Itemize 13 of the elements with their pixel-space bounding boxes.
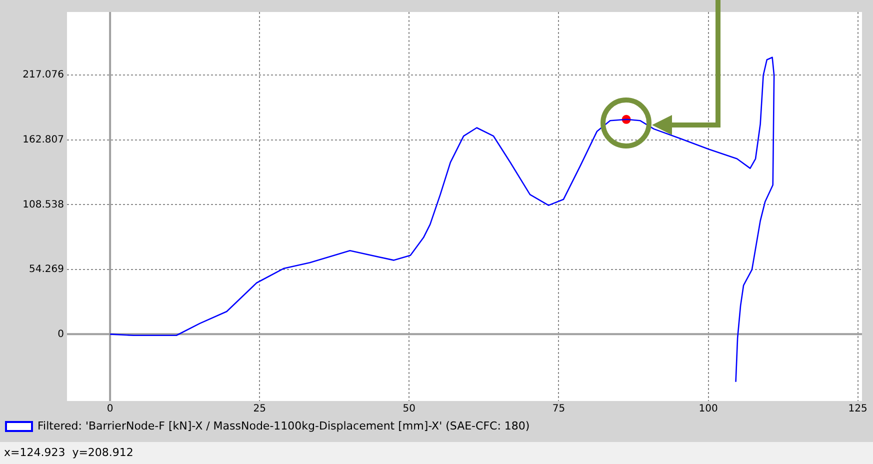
x-tick-label: 0 (106, 404, 114, 415)
x-tick-label: 125 (848, 404, 868, 415)
x-tick-label: 75 (552, 404, 566, 415)
text: x=124.923 y=208.912 (4, 446, 134, 459)
y-tick-label: 108.538 (22, 199, 64, 210)
x-tick-label: 50 (402, 404, 416, 415)
y-tick-label: 162.807 (22, 134, 64, 146)
legend-label: Filtered: 'BarrierNode-F [kN]-X / MassNode-1100kg-Displacement [mm]-X' (SAE-CFC: 180) (38, 419, 530, 432)
y-tick-label: 0 (58, 328, 64, 340)
x-tick-label: 25 (253, 404, 266, 415)
y-tick-label: 217.076 (22, 70, 64, 81)
y-tick-label: 54.269 (29, 264, 64, 276)
x-tick-label: 100 (698, 404, 718, 415)
